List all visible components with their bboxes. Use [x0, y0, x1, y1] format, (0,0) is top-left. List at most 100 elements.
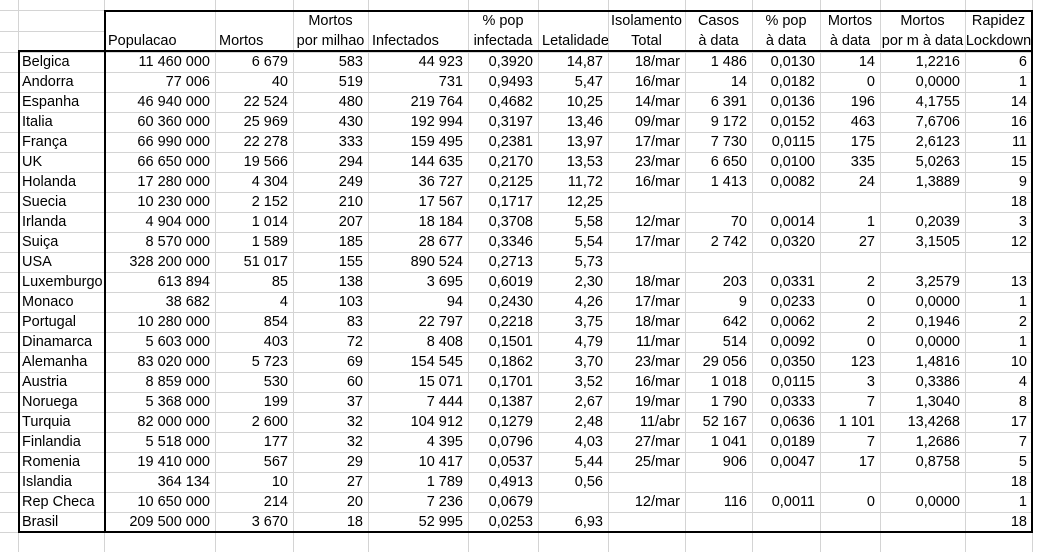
cell-country[interactable]: Irlanda: [22, 214, 67, 230]
cell-country[interactable]: Noruega: [22, 394, 78, 410]
cell-mortos-por-milhao[interactable]: 294: [338, 154, 363, 170]
cell-mortos-por-m-a-data[interactable]: 7,6706: [915, 114, 960, 130]
cell-isolamento-total[interactable]: 16/mar: [634, 374, 680, 390]
cell-mortos[interactable]: 567: [263, 454, 288, 470]
cell-pct-pop-a-data[interactable]: 0,0333: [770, 394, 815, 410]
cell-mortos-por-m-a-data[interactable]: 3,2579: [915, 274, 960, 290]
cell-mortos-a-data[interactable]: [820, 192, 880, 212]
cell-pct-pop-a-data[interactable]: 0,0320: [770, 234, 815, 250]
cell-populacao[interactable]: 10 650 000: [137, 494, 210, 510]
cell-infectados[interactable]: 17 567: [418, 194, 463, 210]
cell-mortos-a-data[interactable]: 7: [866, 434, 875, 450]
cell-pct-pop-infectada[interactable]: 0,1717: [488, 194, 533, 210]
cell-casos-a-data[interactable]: [685, 472, 752, 492]
cell-letalidade[interactable]: 10,25: [566, 94, 603, 110]
cell-pct-pop-infectada[interactable]: 0,3346: [488, 234, 533, 250]
cell-casos-a-data[interactable]: 52 167: [702, 414, 747, 430]
cell-rapidez-lockdown[interactable]: 5: [1018, 454, 1027, 470]
cell-populacao[interactable]: 613 894: [157, 274, 210, 290]
cell-mortos[interactable]: 2 600: [251, 414, 288, 430]
column-header-letalidade[interactable]: Letalidade: [538, 10, 608, 51]
cell-country[interactable]: Portugal: [22, 314, 77, 330]
cell-letalidade[interactable]: 3,52: [574, 374, 603, 390]
cell-infectados[interactable]: 154 545: [410, 354, 463, 370]
cell-mortos[interactable]: 25 969: [243, 114, 288, 130]
cell-mortos-a-data[interactable]: 3: [866, 374, 875, 390]
cell-casos-a-data[interactable]: 514: [722, 334, 747, 350]
cell-mortos-por-m-a-data[interactable]: 1,3040: [915, 394, 960, 410]
cell-pct-pop-a-data[interactable]: 0,0350: [770, 354, 815, 370]
column-header-mortos-por-milhao[interactable]: Mortos por milhao: [293, 10, 368, 51]
cell-mortos-a-data[interactable]: 0: [866, 74, 875, 90]
cell-casos-a-data[interactable]: 7 730: [710, 134, 747, 150]
cell-rapidez-lockdown[interactable]: 1: [1018, 334, 1027, 350]
cell-country[interactable]: Suecia: [22, 194, 67, 210]
cell-populacao[interactable]: 60 360 000: [137, 114, 210, 130]
cell-mortos-a-data[interactable]: 2: [866, 314, 875, 330]
cell-pct-pop-a-data[interactable]: [752, 512, 820, 532]
cell-country[interactable]: Dinamarca: [22, 334, 93, 350]
cell-pct-pop-infectada[interactable]: 0,2430: [488, 294, 533, 310]
cell-rapidez-lockdown[interactable]: 18: [1010, 514, 1027, 530]
cell-mortos-por-m-a-data[interactable]: [880, 192, 965, 212]
cell-infectados[interactable]: 52 995: [418, 514, 463, 530]
cell-mortos-a-data[interactable]: [820, 252, 880, 272]
cell-infectados[interactable]: 890 524: [410, 254, 463, 270]
cell-mortos-por-m-a-data[interactable]: 13,4268: [907, 414, 960, 430]
cell-country[interactable]: Turquia: [22, 414, 71, 430]
cell-mortos[interactable]: 199: [263, 394, 288, 410]
cell-country[interactable]: Monaco: [22, 294, 74, 310]
cell-populacao[interactable]: 66 650 000: [137, 154, 210, 170]
cell-casos-a-data[interactable]: 2 742: [710, 234, 747, 250]
cell-casos-a-data[interactable]: [685, 192, 752, 212]
cell-mortos-a-data[interactable]: 27: [858, 234, 875, 250]
cell-pct-pop-a-data[interactable]: 0,0182: [770, 74, 815, 90]
cell-letalidade[interactable]: 5,47: [574, 74, 603, 90]
cell-mortos-a-data[interactable]: 7: [866, 394, 875, 410]
cell-populacao[interactable]: 5 603 000: [145, 334, 210, 350]
cell-pct-pop-infectada[interactable]: 0,3708: [488, 214, 533, 230]
cell-mortos[interactable]: 22 278: [243, 134, 288, 150]
cell-letalidade[interactable]: 12,25: [566, 194, 603, 210]
cell-casos-a-data[interactable]: 116: [723, 494, 747, 510]
cell-mortos-por-milhao[interactable]: 210: [338, 194, 363, 210]
cell-country[interactable]: Holanda: [22, 174, 77, 190]
cell-letalidade[interactable]: 13,97: [566, 134, 603, 150]
cell-letalidade[interactable]: 4,26: [574, 294, 603, 310]
cell-letalidade[interactable]: 0,56: [574, 474, 603, 490]
cell-infectados[interactable]: 44 923: [418, 54, 463, 70]
cell-mortos-por-m-a-data[interactable]: 0,3386: [915, 374, 960, 390]
cell-isolamento-total[interactable]: [608, 192, 685, 212]
cell-pct-pop-a-data[interactable]: 0,0136: [770, 94, 815, 110]
cell-mortos-a-data[interactable]: [820, 512, 880, 532]
cell-mortos[interactable]: 10: [271, 474, 288, 490]
cell-country[interactable]: Italia: [22, 114, 53, 130]
cell-infectados[interactable]: 144 635: [410, 154, 463, 170]
cell-isolamento-total[interactable]: 18/mar: [634, 274, 680, 290]
cell-casos-a-data[interactable]: 642: [722, 314, 747, 330]
cell-mortos[interactable]: 854: [263, 314, 288, 330]
cell-mortos[interactable]: 5 723: [251, 354, 288, 370]
cell-populacao[interactable]: 328 200 000: [129, 254, 210, 270]
cell-mortos-por-m-a-data[interactable]: 5,0263: [915, 154, 960, 170]
cell-mortos-a-data[interactable]: 196: [850, 94, 875, 110]
column-header-pct-pop-a-data[interactable]: % pop à data: [752, 10, 820, 51]
cell-mortos-a-data[interactable]: [820, 472, 880, 492]
cell-isolamento-total[interactable]: 16/mar: [634, 174, 680, 190]
cell-infectados[interactable]: 18 184: [418, 214, 463, 230]
cell-rapidez-lockdown[interactable]: 10: [1010, 354, 1027, 370]
cell-pct-pop-infectada[interactable]: 0,3920: [488, 54, 533, 70]
cell-letalidade[interactable]: 14,87: [566, 54, 603, 70]
cell-rapidez-lockdown[interactable]: 13: [1010, 274, 1027, 290]
cell-mortos-a-data[interactable]: 463: [850, 114, 875, 130]
cell-mortos-a-data[interactable]: 0: [866, 334, 875, 350]
cell-rapidez-lockdown[interactable]: 4: [1018, 374, 1027, 390]
cell-isolamento-total[interactable]: 11/abr: [639, 414, 680, 430]
cell-pct-pop-infectada[interactable]: 0,9493: [488, 74, 533, 90]
cell-infectados[interactable]: 7 444: [426, 394, 463, 410]
cell-mortos[interactable]: 40: [271, 74, 288, 90]
cell-country[interactable]: Rep Checa: [22, 494, 95, 510]
cell-casos-a-data[interactable]: 9 172: [710, 114, 747, 130]
cell-country[interactable]: Belgica: [22, 54, 70, 70]
column-header-mortos-a-data[interactable]: Mortos à data: [820, 10, 880, 51]
